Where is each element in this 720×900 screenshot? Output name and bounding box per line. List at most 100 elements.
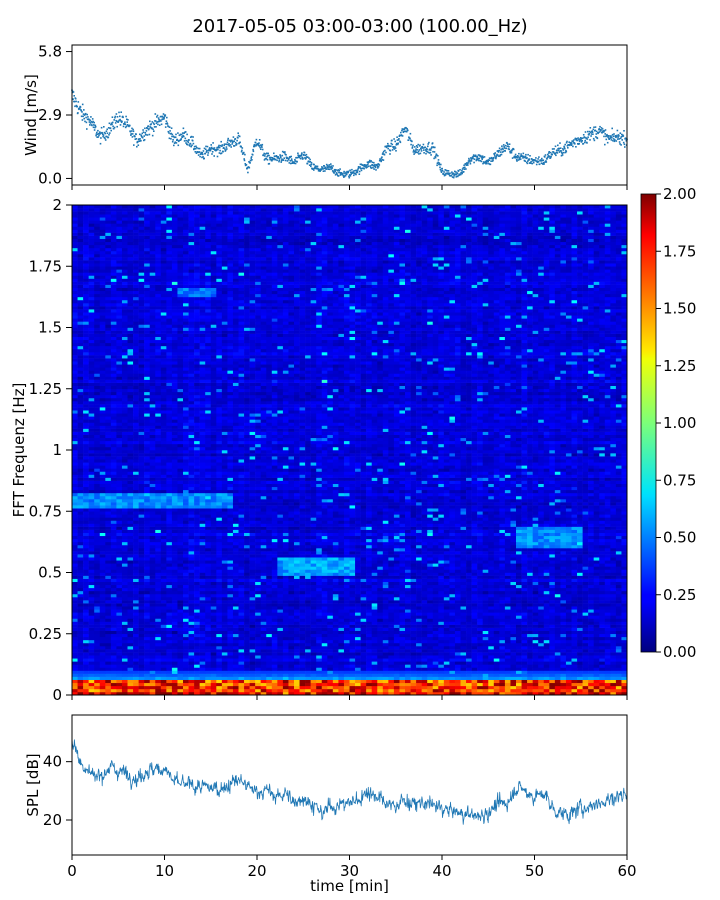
wind-point bbox=[236, 140, 238, 142]
wind-point bbox=[207, 154, 209, 156]
wind-point bbox=[464, 167, 466, 169]
spectrogram-cell bbox=[472, 671, 478, 674]
spectrogram-cell bbox=[322, 667, 328, 670]
spectrogram-cell bbox=[488, 680, 494, 683]
wind-point bbox=[404, 128, 406, 130]
wind-point bbox=[237, 132, 239, 134]
spectrogram-cell bbox=[316, 683, 322, 686]
wind-point bbox=[274, 155, 276, 157]
spectrogram-cell bbox=[200, 686, 206, 689]
wind-point bbox=[187, 144, 189, 146]
spectrogram-cell bbox=[222, 680, 228, 683]
spectrogram-cell bbox=[222, 667, 228, 670]
spectrogram-cell bbox=[388, 680, 394, 683]
wind-point bbox=[418, 153, 420, 155]
spectrogram-cell bbox=[560, 671, 566, 674]
wind-point bbox=[106, 129, 108, 131]
spectrogram-cell bbox=[311, 689, 317, 692]
spectrogram-cell bbox=[211, 671, 217, 674]
spectrogram-cell bbox=[222, 671, 228, 674]
spectrogram-cell bbox=[100, 680, 106, 683]
spectrogram-cell bbox=[139, 683, 145, 686]
spectrogram-cell bbox=[266, 689, 272, 692]
wind-point bbox=[434, 147, 436, 149]
spectrogram-cell bbox=[172, 661, 178, 664]
wind-point bbox=[474, 158, 476, 160]
spectrogram-cell bbox=[455, 680, 461, 683]
wind-point bbox=[374, 164, 376, 166]
wind-point bbox=[373, 162, 375, 164]
spectrogram-cell bbox=[477, 683, 483, 686]
wind-point bbox=[101, 127, 103, 129]
wind-point bbox=[463, 171, 465, 173]
spectrogram-cell bbox=[383, 671, 389, 674]
spectrogram-cell bbox=[522, 689, 528, 692]
wind-point bbox=[425, 153, 427, 155]
wind-point bbox=[402, 135, 404, 137]
wind-point bbox=[323, 170, 325, 172]
figure: 2017-05-05 03:00-03:00 (100.00_Hz) 0.02.… bbox=[0, 0, 720, 900]
spectrogram-cell bbox=[244, 664, 250, 667]
wind-point bbox=[252, 149, 254, 151]
wind-point bbox=[155, 126, 157, 128]
wind-point bbox=[93, 124, 95, 126]
spectrogram-cell bbox=[316, 671, 322, 674]
wind-point bbox=[239, 142, 241, 144]
wind-point bbox=[103, 134, 105, 136]
spectrogram-cell bbox=[105, 674, 111, 677]
spectrogram-cell bbox=[277, 680, 283, 683]
spectrogram-cell bbox=[588, 664, 594, 667]
wind-point bbox=[172, 134, 174, 136]
spectrogram-cell bbox=[599, 671, 605, 674]
wind-point bbox=[144, 139, 146, 141]
spectrogram-cell bbox=[150, 664, 156, 667]
wind-point bbox=[407, 130, 409, 132]
wind-point bbox=[453, 177, 455, 179]
spectrogram-cell bbox=[300, 671, 306, 674]
wind-point bbox=[427, 146, 429, 148]
wind-point bbox=[412, 145, 414, 147]
wind-point bbox=[573, 139, 575, 141]
spectrogram-cell bbox=[388, 677, 394, 680]
wind-point bbox=[241, 150, 243, 152]
spectrogram-cell bbox=[133, 689, 139, 692]
wind-point bbox=[110, 130, 112, 132]
wind-point bbox=[182, 137, 184, 139]
wind-point bbox=[289, 162, 291, 164]
spectrogram-cell bbox=[388, 667, 394, 670]
wind-point bbox=[285, 160, 287, 162]
spectrogram-cell bbox=[150, 683, 156, 686]
spectrogram-cell bbox=[527, 686, 533, 689]
spectrogram-cell bbox=[527, 674, 533, 677]
spectrogram-cell bbox=[377, 680, 383, 683]
spectrogram-cell bbox=[416, 680, 422, 683]
wind-point bbox=[363, 168, 365, 170]
wind-point bbox=[100, 143, 102, 145]
spectrogram-cell bbox=[572, 683, 578, 686]
spectrogram-cell bbox=[466, 689, 472, 692]
spectrogram-cell bbox=[588, 683, 594, 686]
spectrogram-cell bbox=[277, 664, 283, 667]
spectrogram-cell bbox=[78, 661, 84, 664]
spectrogram-cell bbox=[472, 664, 478, 667]
wind-point bbox=[211, 153, 213, 155]
spectrogram-cell bbox=[200, 677, 206, 680]
spectrogram-cell bbox=[166, 689, 172, 692]
spectrogram-cell bbox=[194, 683, 200, 686]
wind-point bbox=[359, 166, 361, 168]
spectrogram-cell bbox=[100, 661, 106, 664]
wind-point bbox=[261, 146, 263, 148]
spectrogram-cell bbox=[189, 664, 195, 667]
spectrogram-cell bbox=[255, 667, 261, 670]
spectrogram-cell bbox=[477, 686, 483, 689]
wind-point bbox=[411, 141, 413, 143]
spectrogram-cell bbox=[416, 677, 422, 680]
wind-point bbox=[449, 172, 451, 174]
spectrogram-cell bbox=[144, 686, 150, 689]
wind-point bbox=[398, 138, 400, 140]
wind-point bbox=[105, 133, 107, 135]
spectrogram-cell bbox=[438, 686, 444, 689]
wind-point bbox=[82, 104, 84, 106]
spectrogram-cell bbox=[250, 686, 256, 689]
wind-point bbox=[617, 130, 619, 132]
